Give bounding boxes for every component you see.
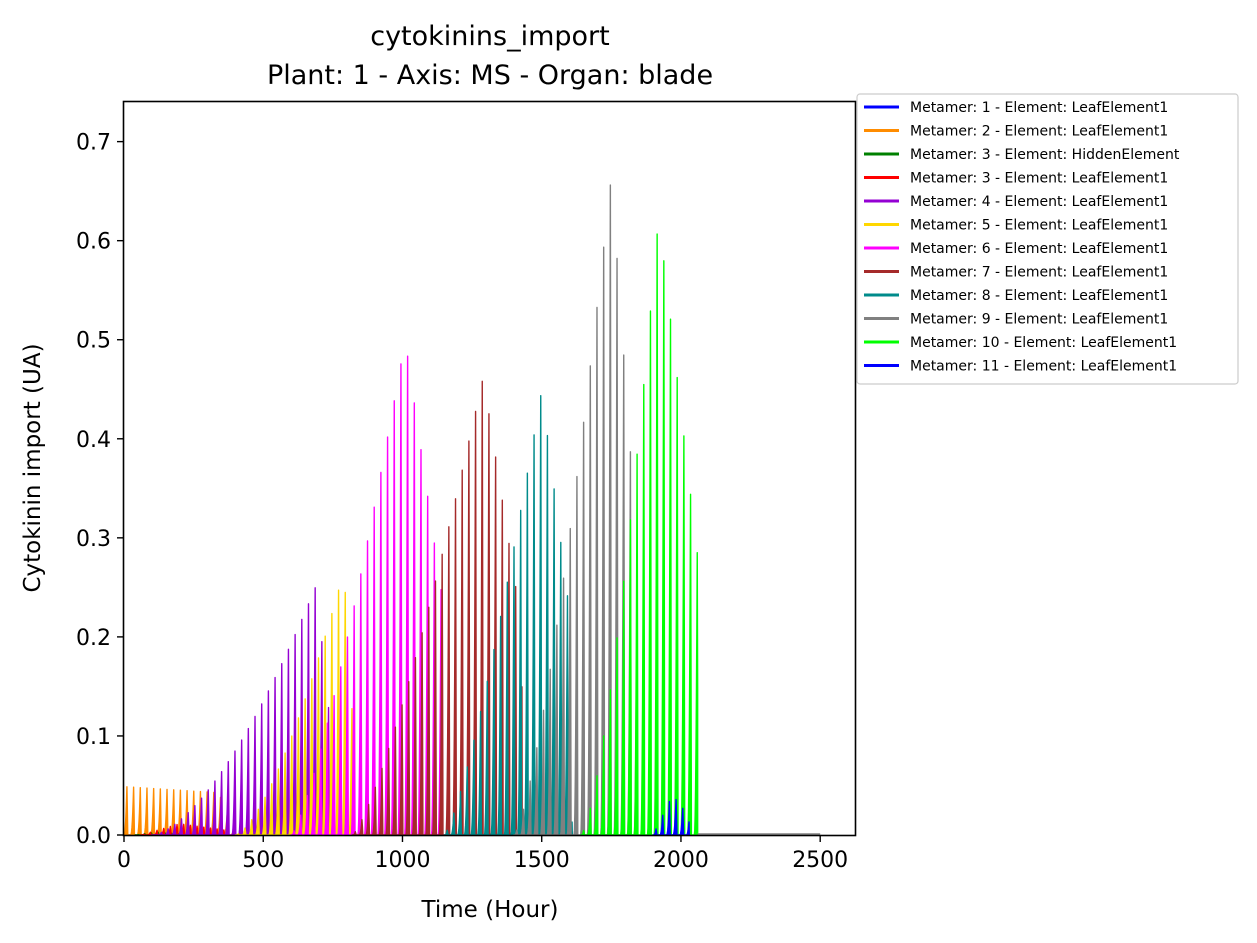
- x-tick-label: 1000: [374, 848, 430, 873]
- y-tick-label: 0.1: [76, 725, 111, 750]
- series-line-7: [290, 355, 445, 835]
- y-tick-label: 0.3: [76, 527, 111, 552]
- y-tick-label: 0.0: [76, 824, 111, 849]
- legend-box: [856, 93, 1239, 385]
- legend-label-10: Metamer: 9 - Element: LeafElement1: [910, 312, 1168, 328]
- chart-title: cytokinins_import: [370, 21, 610, 52]
- plot-area: [124, 184, 821, 835]
- y-tick-label: 0.4: [76, 428, 111, 453]
- y-tick-label: 0.6: [76, 230, 111, 255]
- x-tick-label: 2000: [653, 848, 709, 873]
- x-tick-label: 2500: [792, 848, 848, 873]
- series-line-12: [652, 798, 691, 835]
- axes-frame: [122, 100, 857, 837]
- y-axis: 0.0 0.1 0.2 0.3 0.4 0.5 0.6 0.7: [76, 131, 124, 849]
- series-line-5: [151, 587, 331, 835]
- legend-label-8: Metamer: 7 - Element: LeafElement1: [910, 265, 1168, 281]
- chart-subtitle: Plant: 1 - Axis: MS - Organ: blade: [267, 60, 713, 91]
- legend-label-1: Metamer: 1 - Element: LeafElement1: [910, 100, 1168, 116]
- x-axis-label: Time (Hour): [421, 897, 559, 923]
- legend-label-12: Metamer: 11 - Element: LeafElement1: [910, 359, 1177, 375]
- x-tick-label: 1500: [514, 848, 570, 873]
- legend-label-11: Metamer: 10 - Element: LeafElement1: [910, 335, 1177, 351]
- y-tick-label: 0.7: [76, 131, 111, 156]
- legend-label-5: Metamer: 4 - Element: LeafElement1: [910, 194, 1168, 210]
- x-tick-label: 0: [117, 848, 131, 873]
- legend-label-7: Metamer: 6 - Element: LeafElement1: [910, 241, 1168, 257]
- legend-label-4: Metamer: 3 - Element: LeafElement1: [910, 171, 1168, 187]
- y-tick-label: 0.2: [76, 626, 111, 651]
- y-axis-label: Cytokinin import (UA): [20, 343, 46, 592]
- x-axis: 0 500 1000 1500 2000 2500: [117, 835, 848, 873]
- x-tick-label: 500: [242, 848, 284, 873]
- legend-label-6: Metamer: 5 - Element: LeafElement1: [910, 218, 1168, 234]
- legend-label-9: Metamer: 8 - Element: LeafElement1: [910, 288, 1168, 304]
- legend-label-2: Metamer: 2 - Element: LeafElement1: [910, 124, 1168, 140]
- legend-label-3: Metamer: 3 - Element: HiddenElement: [910, 147, 1180, 163]
- y-tick-label: 0.5: [76, 329, 111, 354]
- legend: Metamer: 1 - Element: LeafElement1 Metame…: [856, 93, 1239, 385]
